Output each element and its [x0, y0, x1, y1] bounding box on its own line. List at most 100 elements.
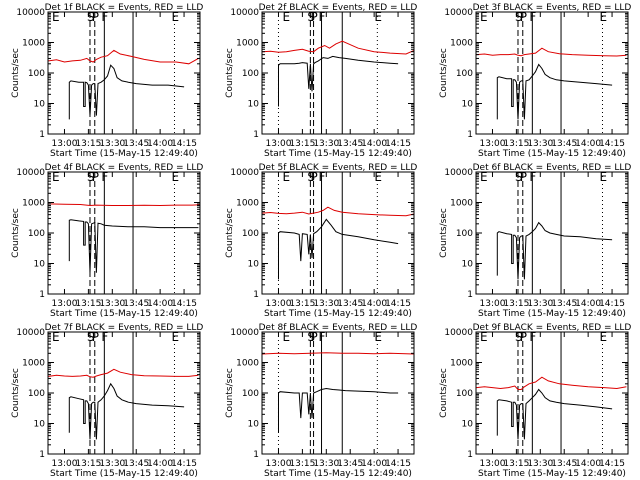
x-tick-label: 13:30 [527, 459, 553, 469]
x-tick-label: 14:00 [147, 299, 173, 309]
y-tick-label: 1 [253, 130, 259, 140]
x-tick-label: 14:15 [385, 299, 411, 309]
marker-label-s: S [87, 170, 95, 184]
y-axis-label: Counts/sec [439, 368, 449, 418]
x-tick-label: 13:00 [480, 299, 506, 309]
y-tick-label: 10 [462, 100, 474, 110]
x-tick-label: 13:00 [480, 139, 506, 149]
y-axis: 1 10 100 1000 10000 Counts/sec [225, 328, 414, 460]
x-tick-label: 13:30 [99, 139, 125, 149]
y-tick-label: 10000 [444, 168, 473, 178]
x-tick-label: 13:30 [527, 139, 553, 149]
x-tick-label: 13:45 [337, 299, 363, 309]
series-line-events [278, 218, 399, 280]
plot-frame [475, 11, 629, 135]
marker-label-e2: E [599, 170, 607, 184]
x-tick-label: 13:45 [551, 459, 577, 469]
y-tick-label: 10000 [230, 328, 259, 338]
x-axis-label: Start Time (15-May-15 12:49:40) [50, 469, 198, 479]
y-tick-label: 1000 [450, 39, 473, 49]
y-tick-label: 1 [467, 450, 473, 460]
marker-label-e1: E [282, 10, 290, 24]
series-line-events [278, 55, 399, 107]
y-tick-label: 1 [467, 130, 473, 140]
x-tick-label: 13:45 [337, 139, 363, 149]
marker-label-e1: E [282, 330, 290, 344]
plot-frame [47, 171, 201, 295]
y-axis: 1 10 100 1000 10000 Counts/sec [11, 8, 200, 140]
x-tick-label: 13:45 [123, 299, 149, 309]
marker-label-f: F [101, 330, 108, 344]
x-tick-label: 13:00 [52, 139, 78, 149]
y-axis: 1 10 100 1000 10000 Counts/sec [439, 328, 628, 460]
marker-label-p: P [311, 330, 318, 344]
y-tick-label: 100 [456, 69, 473, 79]
marker-label-e1: E [480, 170, 488, 184]
x-axis-label: Start Time (15-May-15 12:49:40) [478, 149, 626, 159]
y-tick-label: 1000 [236, 359, 259, 369]
y-tick-label: 1000 [450, 359, 473, 369]
x-tick-label: 13:30 [313, 299, 339, 309]
marker-label-f: F [319, 330, 326, 344]
y-tick-label: 10 [34, 100, 46, 110]
marker-label-s: S [307, 170, 315, 184]
x-tick-label: 14:00 [361, 299, 387, 309]
marker-label-p: P [520, 330, 527, 344]
x-tick-label: 14:00 [575, 139, 601, 149]
marker-label-f: F [529, 10, 536, 24]
y-tick-label: 100 [28, 229, 45, 239]
panel-title: Det 8f BLACK = Events, RED = LLD [259, 323, 418, 333]
y-tick-label: 10000 [230, 8, 259, 18]
plot-frame [475, 331, 629, 455]
x-tick-label: 14:15 [385, 139, 411, 149]
marker-label-f: F [319, 170, 326, 184]
x-tick-label: 13:15 [503, 299, 529, 309]
x-tick-label: 13:45 [123, 459, 149, 469]
x-tick-label: 14:00 [361, 459, 387, 469]
y-axis: 1 10 100 1000 10000 Counts/sec [439, 168, 628, 300]
panel-title: Det 3f BLACK = Events, RED = LLD [473, 3, 632, 13]
y-tick-label: 100 [28, 389, 45, 399]
y-axis-label: Counts/sec [11, 48, 21, 98]
series-line-events [68, 382, 185, 440]
y-tick-label: 10000 [16, 328, 45, 338]
marker-label-p: P [520, 10, 527, 24]
y-tick-label: 10 [248, 420, 260, 430]
y-axis: 1 10 100 1000 10000 Counts/sec [11, 328, 200, 460]
series-line-lld [262, 352, 415, 355]
marker-label-f: F [529, 330, 536, 344]
x-tick-label: 14:00 [575, 299, 601, 309]
x-tick-label: 14:15 [385, 459, 411, 469]
chart-panel-3: E SP F E 1 10 100 1000 10000 Counts/sec 13:0013:15… [439, 3, 631, 159]
x-tick-label: 14:15 [599, 459, 625, 469]
x-tick-label: 14:00 [575, 459, 601, 469]
y-tick-label: 100 [28, 69, 45, 79]
x-axis-label: Start Time (15-May-15 12:49:40) [50, 149, 198, 159]
x-tick-label: 13:30 [99, 299, 125, 309]
marker-label-f: F [319, 10, 326, 24]
series-line-events [68, 64, 185, 120]
y-tick-label: 10000 [230, 168, 259, 178]
marker-label-e2: E [599, 330, 607, 344]
marker-label-e1: E [480, 10, 488, 24]
x-tick-label: 14:15 [599, 299, 625, 309]
y-tick-label: 10000 [16, 8, 45, 18]
x-tick-label: 14:00 [147, 459, 173, 469]
chart-panel-1: E SP F E 1 10 100 1000 10000 Counts/sec 13:0013:15… [11, 3, 203, 159]
marker-label-s: S [515, 170, 523, 184]
x-tick-label: 13:15 [75, 459, 101, 469]
y-tick-label: 10 [462, 420, 474, 430]
y-tick-label: 10 [34, 260, 46, 270]
y-axis: 1 10 100 1000 10000 Counts/sec [11, 168, 200, 300]
marker-label-p: P [92, 170, 99, 184]
x-tick-label: 13:15 [289, 459, 315, 469]
y-tick-label: 1 [253, 290, 259, 300]
marker-label-p: P [311, 10, 318, 24]
marker-label-f: F [101, 170, 108, 184]
marker-label-e2: E [171, 10, 179, 24]
marker-label-e2: E [599, 10, 607, 24]
y-axis: 1 10 100 1000 10000 Counts/sec [225, 168, 414, 300]
